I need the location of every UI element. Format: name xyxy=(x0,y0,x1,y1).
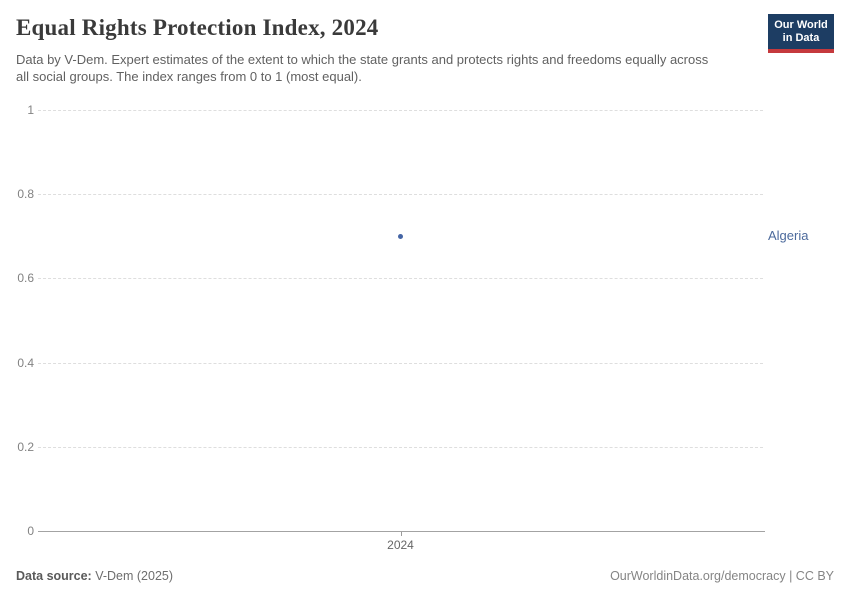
y-axis-tick-label: 0.4 xyxy=(17,355,34,370)
entity-label-algeria[interactable]: Algeria xyxy=(768,228,809,244)
chart-title: Equal Rights Protection Index, 2024 xyxy=(16,15,379,40)
gridline xyxy=(38,362,763,364)
x-axis-tick-label: 2024 xyxy=(387,538,414,552)
y-axis-tick-label: 0 xyxy=(27,524,34,538)
x-axis-line xyxy=(38,531,765,532)
gridline xyxy=(38,446,763,448)
y-axis-tick-label: 1 xyxy=(27,103,34,117)
gridline xyxy=(38,194,763,196)
gridline xyxy=(38,110,763,111)
data-source: Data source: V-Dem (2025) xyxy=(16,569,173,583)
owid-logo-line1: Our World xyxy=(774,19,828,31)
y-axis-tick-label: 0.6 xyxy=(17,271,34,286)
footer-link[interactable]: OurWorldinData.org/democracy | CC BY xyxy=(610,569,834,583)
y-axis-tick-label: 0.2 xyxy=(17,439,34,454)
chart-footer: Data source: V-Dem (2025) OurWorldinData… xyxy=(16,569,834,583)
gridline xyxy=(38,278,763,280)
owid-logo[interactable]: Our World in Data xyxy=(768,14,834,53)
data-source-value: V-Dem (2025) xyxy=(95,569,174,583)
chart-subtitle: Data by V-Dem. Expert estimates of the e… xyxy=(16,52,709,84)
data-point-algeria[interactable] xyxy=(398,233,403,239)
x-axis-tick xyxy=(400,531,402,536)
data-source-label: Data source: xyxy=(16,569,92,583)
y-axis-tick-label: 0.8 xyxy=(17,187,34,202)
owid-logo-line2: in Data xyxy=(782,32,820,44)
